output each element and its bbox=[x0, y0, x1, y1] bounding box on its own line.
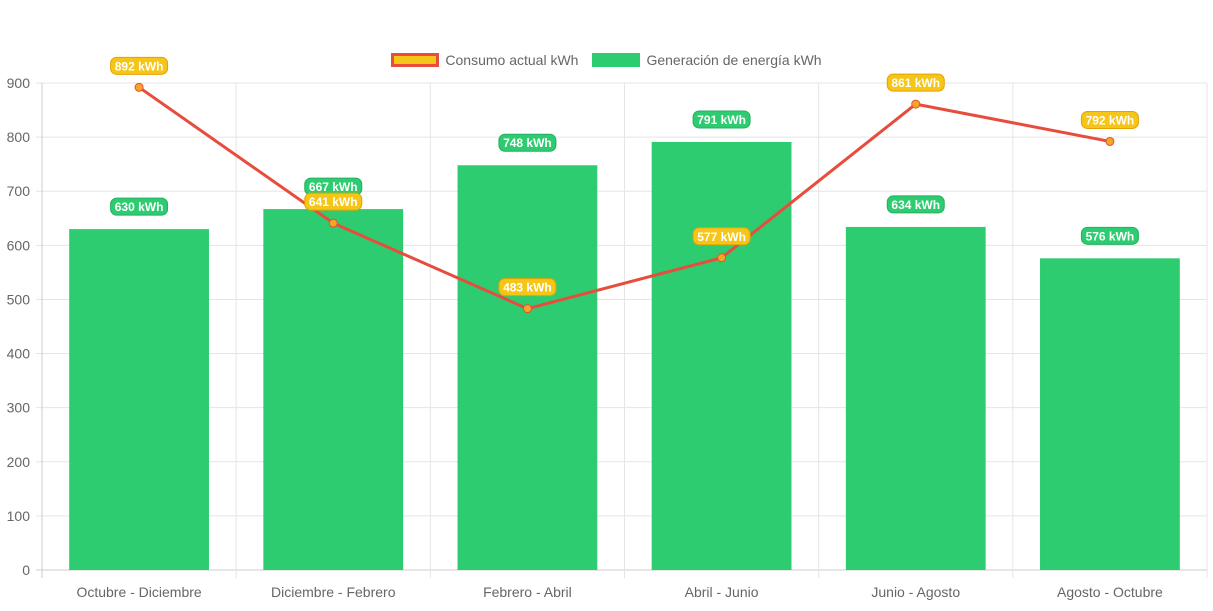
legend-label-consumo: Consumo actual kWh bbox=[445, 52, 579, 68]
line-point bbox=[522, 304, 532, 314]
legend-item-consumo[interactable]: Consumo actual kWh bbox=[391, 52, 578, 68]
bar-data-label: 791 kWh bbox=[692, 110, 751, 129]
legend-item-generacion[interactable]: Generación de energía kWh bbox=[592, 52, 822, 68]
bar-data-label-bg bbox=[886, 195, 945, 214]
bar bbox=[263, 209, 404, 570]
line-point bbox=[134, 82, 144, 92]
bar-data-label-bg bbox=[110, 197, 169, 216]
line-data-label: 641 kWh bbox=[304, 192, 363, 211]
y-tick-label: 600 bbox=[7, 237, 31, 253]
line-data-label: 892 kWh bbox=[110, 56, 169, 75]
legend-swatch-generacion bbox=[592, 53, 641, 67]
line-data-label-text: 861 kWh bbox=[891, 76, 940, 90]
line-data-label-text: 892 kWh bbox=[115, 59, 164, 73]
line-data-label-bg bbox=[692, 227, 751, 246]
bar-data-label-text: 748 kWh bbox=[503, 136, 552, 150]
legend: Consumo actual kWh Generación de energía… bbox=[0, 52, 1213, 68]
y-tick-label: 0 bbox=[22, 562, 30, 578]
y-tick-label: 200 bbox=[7, 454, 31, 470]
line-data-label-text: 641 kWh bbox=[309, 195, 358, 209]
y-tick-label: 100 bbox=[7, 508, 31, 524]
y-tick-label: 300 bbox=[7, 400, 31, 416]
bar-data-label: 634 kWh bbox=[886, 195, 945, 214]
line-point bbox=[717, 253, 727, 263]
bar-data-label-text: 634 kWh bbox=[891, 198, 940, 212]
x-tick-label: Junio - Agosto bbox=[871, 584, 960, 600]
line-data-label: 483 kWh bbox=[498, 278, 557, 297]
line-data-label-text: 483 kWh bbox=[503, 281, 552, 295]
legend-label-generacion: Generación de energía kWh bbox=[646, 52, 822, 68]
bar bbox=[457, 165, 598, 570]
bar-data-label-bg bbox=[498, 133, 557, 152]
y-tick-label: 900 bbox=[7, 75, 31, 91]
bar-data-label-bg bbox=[692, 110, 751, 129]
bar bbox=[1040, 258, 1180, 570]
line-data-label-bg bbox=[1080, 110, 1139, 129]
line-data-label: 792 kWh bbox=[1080, 110, 1139, 129]
bar-data-label-text: 630 kWh bbox=[115, 200, 164, 214]
line-data-label-bg bbox=[886, 73, 945, 92]
line-data-label: 577 kWh bbox=[692, 227, 751, 246]
line-point bbox=[328, 218, 338, 228]
y-tick-label: 500 bbox=[7, 291, 31, 307]
bar-data-label-bg bbox=[1080, 226, 1139, 245]
line-data-label-bg bbox=[498, 278, 557, 297]
line-series-consumo bbox=[138, 86, 1111, 311]
bar bbox=[69, 229, 209, 570]
bar bbox=[651, 141, 792, 570]
x-tick-label: Abril - Junio bbox=[685, 584, 759, 600]
x-tick-label: Agosto - Octubre bbox=[1057, 584, 1163, 600]
line-data-label-bg bbox=[110, 56, 169, 75]
bar-data-label-text: 576 kWh bbox=[1086, 229, 1135, 243]
line-data-label-text: 577 kWh bbox=[697, 230, 746, 244]
bar-data-label-text: 791 kWh bbox=[697, 113, 746, 127]
x-tick-label: Diciembre - Febrero bbox=[271, 584, 396, 600]
bar-data-label: 630 kWh bbox=[110, 197, 169, 216]
line-data-label-bg bbox=[304, 192, 363, 211]
y-tick-label: 400 bbox=[7, 346, 31, 362]
x-tick-label: Febrero - Abril bbox=[483, 584, 572, 600]
y-tick-label: 700 bbox=[7, 183, 31, 199]
x-tick-label: Octubre - Diciembre bbox=[76, 584, 201, 600]
line-data-label: 861 kWh bbox=[886, 73, 945, 92]
legend-swatch-consumo bbox=[391, 53, 440, 67]
bar-data-label: 748 kWh bbox=[498, 133, 557, 152]
y-tick-label: 800 bbox=[7, 129, 31, 145]
bar-data-label: 667 kWh bbox=[304, 177, 363, 196]
bar bbox=[845, 226, 986, 571]
line-point bbox=[1105, 136, 1115, 146]
line-data-label-text: 792 kWh bbox=[1086, 113, 1135, 127]
line-point bbox=[911, 99, 921, 109]
bar-data-label-text: 667 kWh bbox=[309, 180, 358, 194]
bar-data-label: 576 kWh bbox=[1080, 226, 1139, 245]
